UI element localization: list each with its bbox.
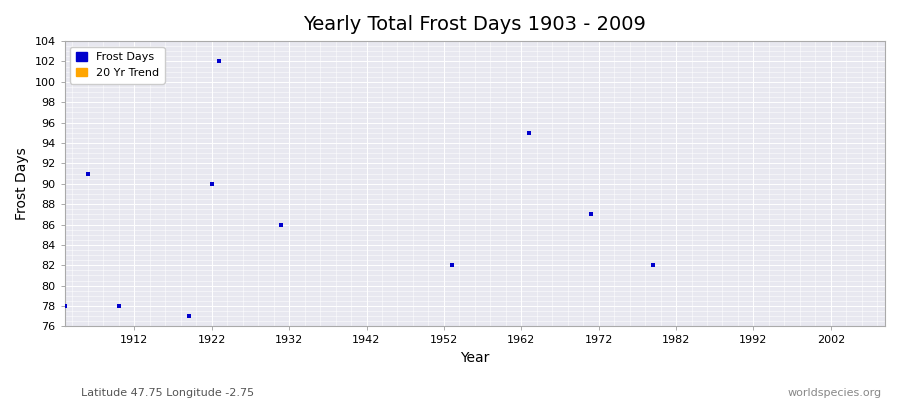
Point bbox=[81, 170, 95, 177]
Point bbox=[181, 313, 195, 320]
Point bbox=[204, 180, 219, 187]
Point bbox=[212, 58, 227, 65]
Y-axis label: Frost Days: Frost Days bbox=[15, 147, 29, 220]
Point bbox=[58, 303, 72, 309]
Point bbox=[445, 262, 459, 268]
Point bbox=[645, 262, 660, 268]
Legend: Frost Days, 20 Yr Trend: Frost Days, 20 Yr Trend bbox=[70, 47, 165, 84]
X-axis label: Year: Year bbox=[460, 351, 490, 365]
Point bbox=[522, 130, 536, 136]
Text: worldspecies.org: worldspecies.org bbox=[788, 388, 882, 398]
Text: Latitude 47.75 Longitude -2.75: Latitude 47.75 Longitude -2.75 bbox=[81, 388, 254, 398]
Point bbox=[274, 221, 289, 228]
Title: Yearly Total Frost Days 1903 - 2009: Yearly Total Frost Days 1903 - 2009 bbox=[303, 15, 646, 34]
Point bbox=[584, 211, 598, 218]
Point bbox=[112, 303, 126, 309]
